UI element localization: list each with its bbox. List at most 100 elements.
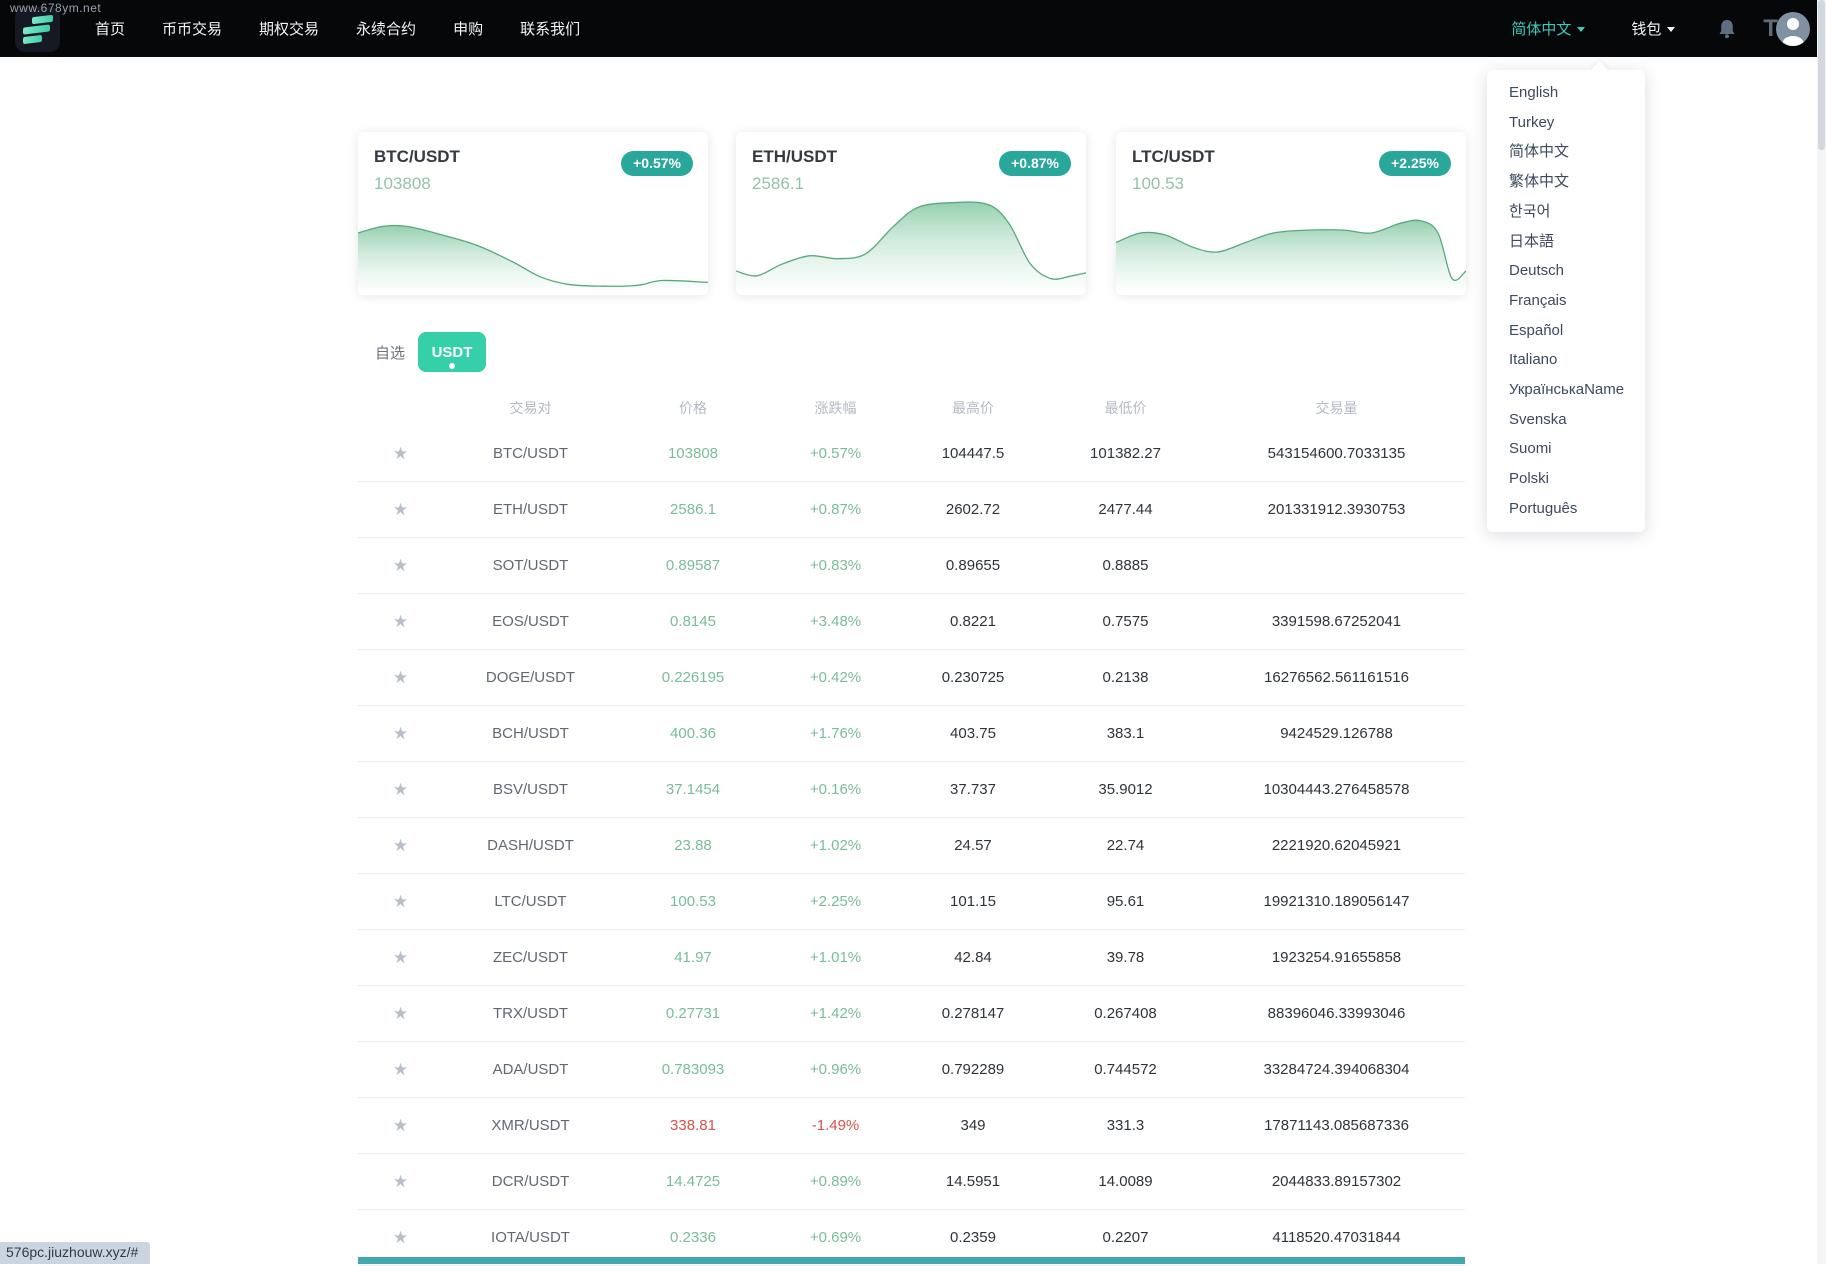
cell-price: 100.53: [670, 893, 716, 910]
change-badge: +2.25%: [1379, 151, 1451, 176]
language-option[interactable]: 한국어: [1509, 202, 1551, 220]
star-icon[interactable]: ★: [392, 1115, 409, 1135]
language-option[interactable]: Español: [1509, 321, 1564, 339]
main-nav: 首页 币币交易 期权交易 永续合约 申购 联系我们: [95, 0, 1826, 57]
nav-item-perpetual-contract[interactable]: 永续合约: [356, 21, 417, 38]
table-row[interactable]: ★ BCH/USDT 400.36 +1.76% 403.75 383.1 9424529.…: [358, 706, 1465, 762]
star-icon[interactable]: ★: [392, 611, 409, 631]
cell-pair: DOGE/USDT: [485, 669, 576, 686]
table-row[interactable]: ★ SOT/USDT 0.89587 +0.83% 0.89655 0.8885: [358, 538, 1465, 594]
language-option[interactable]: Français: [1509, 291, 1567, 309]
cell-pair: SOT/USDT: [492, 557, 569, 574]
cell-pair: IOTA/USDT: [491, 1229, 570, 1246]
language-option[interactable]: 日本語: [1509, 232, 1555, 250]
table-row[interactable]: ★ LTC/USDT 100.53 +2.25% 101.15 95.61 19921310…: [358, 874, 1465, 930]
cell-change: +0.87%: [809, 501, 862, 518]
language-option[interactable]: Turkey: [1509, 113, 1555, 131]
cell-high: 349: [960, 1117, 986, 1134]
star-icon[interactable]: ★: [392, 499, 409, 519]
cell-volume: 2221920.62045921: [1271, 837, 1402, 854]
language-option[interactable]: Polski: [1509, 470, 1550, 488]
star-icon[interactable]: ★: [392, 667, 409, 687]
nav-item-contact-us[interactable]: 联系我们: [520, 21, 581, 38]
cell-high: 0.2359: [950, 1229, 996, 1246]
language-selector[interactable]: 简体中文: [1511, 18, 1586, 39]
language-option[interactable]: 繁体中文: [1509, 173, 1570, 191]
scrollbar-thumb[interactable]: [1818, 0, 1825, 150]
table-row[interactable]: ★ ETH/USDT 2586.1 +0.87% 2602.72 2477.44 20133…: [358, 482, 1465, 538]
table-row[interactable]: ★ DASH/USDT 23.88 +1.02% 24.57 22.74 2221920.6…: [358, 818, 1465, 874]
language-option[interactable]: English: [1509, 84, 1559, 101]
nav-item-options-trading[interactable]: 期权交易: [259, 21, 320, 38]
wallet-menu[interactable]: 钱包: [1631, 18, 1676, 39]
star-icon[interactable]: ★: [392, 723, 409, 743]
language-option[interactable]: Italiano: [1509, 351, 1558, 369]
language-option[interactable]: Suomi: [1509, 440, 1552, 458]
star-icon[interactable]: ★: [392, 835, 409, 855]
table-row[interactable]: ★ ADA/USDT 0.783093 +0.96% 0.792289 0.744572 3…: [358, 1042, 1465, 1098]
watermark-text: www.678ym.net: [10, 1, 102, 15]
sparkline-chart: [358, 195, 708, 295]
cell-pair: BCH/USDT: [492, 725, 569, 742]
cell-price: 14.4725: [665, 1173, 721, 1190]
tab-usdt[interactable]: USDT: [418, 332, 486, 372]
cell-change: +0.42%: [809, 669, 862, 686]
table-row[interactable]: ★ IOTA/USDT 0.2336 +0.69% 0.2359 0.2207 411852…: [358, 1210, 1465, 1266]
table-row[interactable]: ★ ZEC/USDT 41.97 +1.01% 42.84 39.78 1923254.91…: [358, 930, 1465, 986]
column-header-volume: 交易量: [1315, 400, 1358, 416]
star-icon[interactable]: ★: [392, 1227, 409, 1247]
notification-bell-icon[interactable]: [1717, 18, 1737, 40]
star-icon[interactable]: ★: [392, 1171, 409, 1191]
ticker-card-btc[interactable]: BTC/USDT 103808 +0.57%: [358, 132, 708, 295]
user-avatar[interactable]: [1776, 11, 1810, 46]
star-icon[interactable]: ★: [392, 947, 409, 967]
star-icon[interactable]: ★: [392, 443, 409, 463]
language-option[interactable]: 简体中文: [1509, 143, 1570, 161]
tab-favorites[interactable]: 自选: [375, 345, 406, 362]
cell-low: 0.744572: [1094, 1061, 1157, 1078]
change-badge: +0.57%: [621, 151, 693, 176]
cell-low: 22.74: [1106, 837, 1145, 854]
cell-pair: TRX/USDT: [493, 1005, 568, 1022]
nav-item-home[interactable]: 首页: [95, 21, 126, 38]
cell-volume: 543154600.7033135: [1267, 445, 1406, 462]
language-options-list: English Turkey 简体中文繁体中文 한국어 日本語 Deutsch França…: [1487, 78, 1645, 524]
table-row[interactable]: ★ BTC/USDT 103808 +0.57% 104447.5 101382.27 54…: [358, 426, 1465, 482]
cell-low: 0.2138: [1102, 669, 1149, 686]
star-icon[interactable]: ★: [392, 555, 409, 575]
table-row[interactable]: ★ EOS/USDT 0.8145 +3.48% 0.8221 0.7575 3391598…: [358, 594, 1465, 650]
cell-change: +0.69%: [809, 1229, 862, 1246]
language-option[interactable]: УкраїнськаName: [1509, 381, 1625, 399]
table-row[interactable]: ★ XMR/USDT 338.81 -1.49% 349 331.3 17871143.08…: [358, 1098, 1465, 1154]
star-icon[interactable]: ★: [392, 891, 409, 911]
ticker-card-eth[interactable]: ETH/USDT 2586.1 +0.87%: [736, 132, 1086, 295]
link-status-tooltip: 576pc.jiuzhouw.xyz/#: [0, 1242, 151, 1264]
change-badge: +0.87%: [999, 151, 1071, 176]
wallet-menu-label: 钱包: [1631, 21, 1662, 38]
language-option[interactable]: Deutsch: [1509, 262, 1565, 280]
cell-pair: ZEC/USDT: [493, 949, 568, 966]
logo-stripe: [32, 14, 53, 25]
cell-change: +0.57%: [809, 445, 862, 462]
star-icon[interactable]: ★: [392, 1003, 409, 1023]
table-row[interactable]: ★ DCR/USDT 14.4725 +0.89% 14.5951 14.0089 2044…: [358, 1154, 1465, 1210]
ticker-price: 103808: [374, 174, 431, 193]
cell-pair: ETH/USDT: [493, 501, 568, 518]
ticker-pair: BTC/USDT: [374, 147, 460, 166]
language-option[interactable]: Svenska: [1509, 410, 1567, 428]
star-icon[interactable]: ★: [392, 779, 409, 799]
table-row[interactable]: ★ BSV/USDT 37.1454 +0.16% 37.737 35.9012 10304…: [358, 762, 1465, 818]
language-option[interactable]: Português: [1509, 499, 1578, 517]
nav-item-spot-trading[interactable]: 币币交易: [162, 21, 223, 38]
site-logo[interactable]: [15, 7, 60, 52]
ticker-card-ltc[interactable]: LTC/USDT 100.53 +2.25%: [1116, 132, 1466, 295]
table-row[interactable]: ★ DOGE/USDT 0.226195 +0.42% 0.230725 0.2138 16…: [358, 650, 1465, 706]
cell-change: +0.16%: [809, 781, 862, 798]
cell-volume: 33284724.394068304: [1263, 1061, 1410, 1078]
page-scrollbar[interactable]: [1817, 0, 1826, 1264]
table-row[interactable]: ★ TRX/USDT 0.27731 +1.42% 0.278147 0.267408 88…: [358, 986, 1465, 1042]
cell-low: 0.267408: [1094, 1005, 1157, 1022]
cell-low: 0.2207: [1102, 1229, 1149, 1246]
nav-item-subscribe[interactable]: 申购: [453, 21, 484, 38]
star-icon[interactable]: ★: [392, 1059, 409, 1079]
